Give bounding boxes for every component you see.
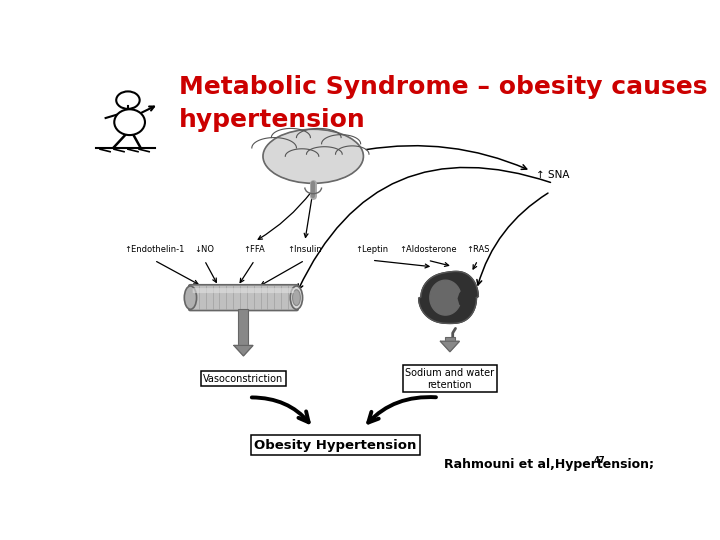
FancyBboxPatch shape <box>238 309 248 346</box>
Text: hypertension: hypertension <box>179 109 366 132</box>
FancyBboxPatch shape <box>445 337 455 341</box>
Text: Obesity Hypertension: Obesity Hypertension <box>254 439 417 452</box>
Text: ↑Insulin: ↑Insulin <box>287 245 323 254</box>
Text: ↑Aldosterone: ↑Aldosterone <box>399 245 456 254</box>
Polygon shape <box>441 341 459 352</box>
Text: Vasoconstriction: Vasoconstriction <box>203 374 284 384</box>
Polygon shape <box>430 280 460 315</box>
Polygon shape <box>234 346 253 356</box>
Text: ↑Endothelin-1: ↑Endothelin-1 <box>124 245 184 254</box>
Ellipse shape <box>184 286 197 309</box>
Polygon shape <box>459 288 472 307</box>
Text: Metabolic Syndrome – obesity causes: Metabolic Syndrome – obesity causes <box>179 75 708 99</box>
Text: ↑Leptin: ↑Leptin <box>355 245 388 254</box>
Text: Rahmouni et al,Hypertension;: Rahmouni et al,Hypertension; <box>444 458 654 471</box>
Text: ↓NO: ↓NO <box>194 245 215 254</box>
Text: ↑ SNA: ↑ SNA <box>536 170 570 180</box>
Text: Sodium and water
retention: Sodium and water retention <box>405 368 495 389</box>
Text: ↑FFA: ↑FFA <box>244 245 266 254</box>
Ellipse shape <box>290 286 302 309</box>
FancyBboxPatch shape <box>193 288 294 293</box>
Ellipse shape <box>263 129 364 183</box>
Text: 47: 47 <box>594 456 606 465</box>
Text: ↑RAS: ↑RAS <box>466 245 490 254</box>
FancyBboxPatch shape <box>189 285 298 310</box>
Polygon shape <box>418 272 478 323</box>
Ellipse shape <box>292 290 300 306</box>
Ellipse shape <box>114 109 145 135</box>
